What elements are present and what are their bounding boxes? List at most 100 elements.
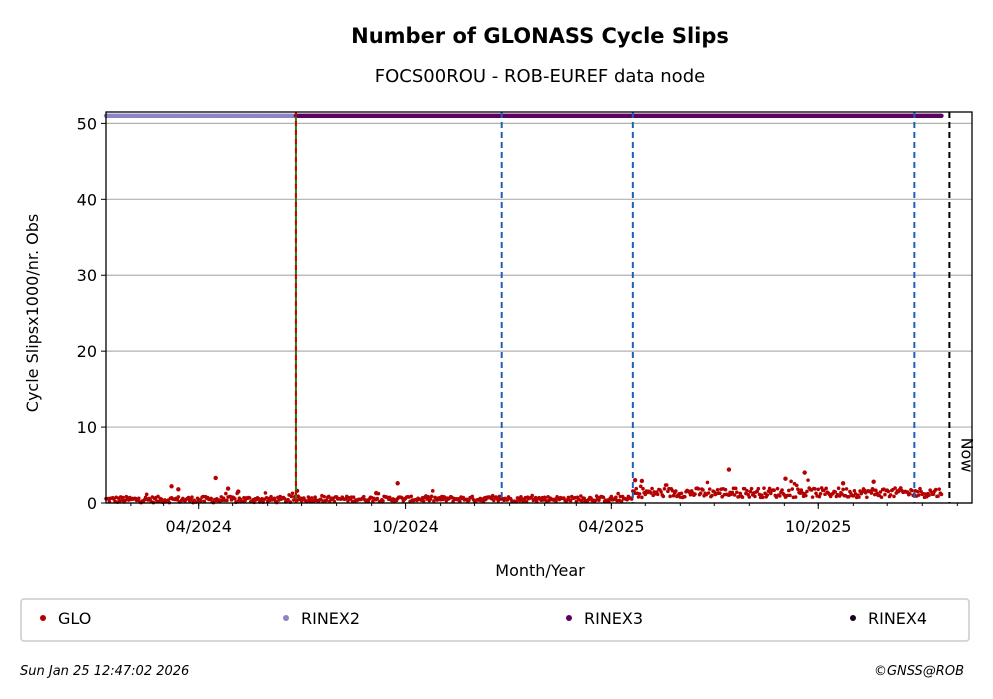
glo-peak-point [395,481,400,486]
glo-point [735,490,739,495]
glo-point [787,488,791,493]
glo-point [291,498,296,502]
glo-point [846,494,851,499]
glo-point [530,493,535,498]
glo-point [190,495,194,499]
glo-point [634,486,639,491]
footer-credit: ©GNSS@ROB [874,664,964,679]
glo-point [874,488,878,493]
glo-point [290,491,295,496]
glo-point [762,486,766,490]
glo-point [818,492,823,496]
glo-point [810,495,815,499]
glo-point [670,488,675,493]
glo-point [224,491,228,496]
glo-point [793,495,798,499]
glo-point [908,492,912,496]
glo-point [710,493,714,498]
plot-frame [105,111,973,504]
glo-point [833,490,838,494]
glo-point [467,498,471,503]
glo-point [614,495,618,500]
glo-peak-point [802,470,807,475]
glo-point [939,492,944,497]
glo-point [662,486,667,491]
glo-point [661,494,666,499]
glo-point [430,489,435,493]
glo-point [426,495,431,499]
glo-point [580,499,584,503]
now-label: Now [957,438,976,473]
legend-marker-rinex4 [850,615,856,621]
legend-label-rinex2: RINEX2 [301,609,360,628]
glo-point [175,497,180,502]
glo-point [761,495,765,500]
glo-point [233,497,237,501]
glo-point [629,497,634,501]
glo-point [767,486,772,491]
glo-point [554,499,558,504]
rinex3-point [939,113,944,118]
y-tick-label: 20 [77,342,97,361]
glo-point [857,495,861,499]
glo-point [817,494,822,499]
glo-point [593,498,598,503]
glo-point [813,487,817,491]
glo-point [609,494,614,499]
glo-point [788,493,792,498]
glo-point [796,487,800,491]
glo-point [936,494,940,498]
glo-point [491,498,496,503]
glo-point [361,494,366,499]
glo-point [309,496,314,500]
glo-point [893,486,897,490]
glo-point [927,493,931,498]
glo-point [534,499,539,504]
glo-point [865,495,869,500]
y-tick-label: 50 [77,114,97,133]
glo-point [247,496,252,500]
glo-point [696,487,701,491]
glo-point [375,496,380,501]
glo-point [202,499,207,504]
glo-point [121,495,125,500]
y-tick-label: 40 [77,190,97,209]
legend-marker-glo [40,615,46,621]
glo-point [931,492,936,496]
glo-point [804,493,808,498]
glo-point [144,492,149,497]
glo-point [638,484,643,489]
x-tick-label: 04/2024 [165,517,231,536]
chart-title: Number of GLONASS Cycle Slips [351,24,729,48]
glo-point [879,495,884,500]
glo-peak-point [639,478,645,484]
glo-point [892,494,896,499]
glo-point [664,483,669,487]
glo-point [745,488,749,493]
glo-point [823,492,827,497]
glo-point [143,495,148,500]
glo-point [597,498,601,503]
legend-marker-rinex3 [566,615,572,621]
glo-point [136,496,141,501]
glo-point [772,488,776,493]
glo-point [738,491,743,496]
glo-point [768,491,773,496]
glo-point [780,488,784,492]
glo-point [824,486,828,491]
glo-point [937,487,942,491]
glo-point [641,486,645,491]
x-tick-label: 04/2025 [578,517,644,536]
glo-point [679,491,684,496]
glo-point [765,493,770,497]
glo-point [579,494,583,498]
glo-point [778,494,782,498]
glo-point [199,499,203,503]
legend-label-rinex4: RINEX4 [868,609,927,628]
glo-point [753,494,757,499]
glo-point [655,492,660,497]
glo-peak-point [374,490,379,496]
glo-point [886,489,891,494]
glo-point [176,495,181,499]
x-axis-label: Month/Year [495,561,585,580]
